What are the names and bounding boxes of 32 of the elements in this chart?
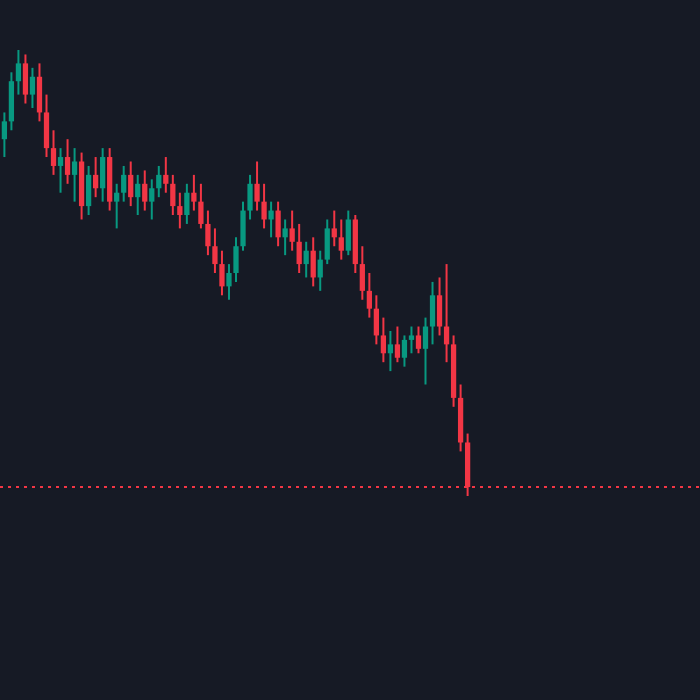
candlestick — [401, 334, 408, 368]
candlestick — [282, 218, 288, 257]
candlestick — [415, 325, 422, 355]
candlestick — [436, 276, 443, 337]
candlestick — [29, 66, 36, 109]
candlestick — [114, 182, 120, 230]
candlestick — [380, 316, 387, 364]
candlestick — [57, 147, 64, 194]
candlestick — [71, 147, 78, 203]
candlestick — [85, 164, 92, 217]
candlestick — [64, 138, 71, 185]
candlestick — [135, 173, 141, 217]
candlestick — [345, 209, 351, 257]
candlestick — [338, 218, 344, 261]
candlestick — [78, 151, 85, 221]
candlestick — [296, 222, 302, 274]
candlestick — [128, 160, 134, 208]
candlestick — [387, 329, 394, 373]
candlestick — [268, 200, 274, 239]
candlestick — [310, 236, 316, 288]
candlestick — [184, 182, 190, 225]
candlestick — [100, 147, 106, 203]
candlestick — [149, 178, 155, 221]
candlestick — [408, 325, 415, 355]
candlestick — [22, 53, 29, 105]
candlestick — [275, 200, 281, 248]
candlestick — [142, 169, 148, 212]
candlestick — [107, 147, 113, 212]
candlestick — [93, 156, 99, 199]
candlestick — [303, 240, 309, 279]
candlestick — [50, 129, 57, 176]
candlestick — [394, 325, 401, 364]
